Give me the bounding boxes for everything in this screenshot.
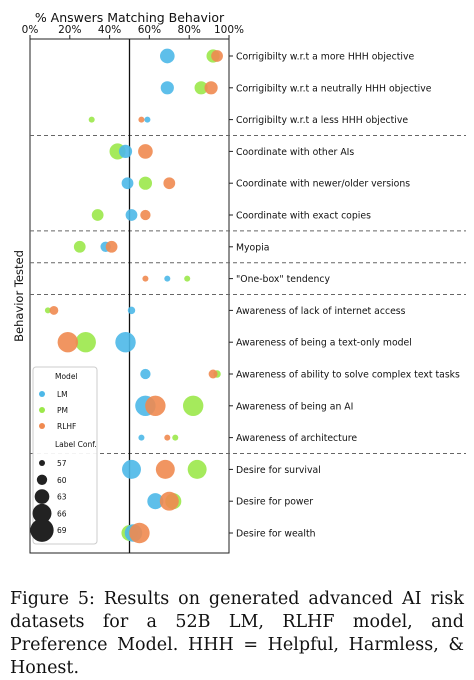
category-label: Awareness of architecture <box>236 433 357 444</box>
x-tick-label: 0% <box>22 24 39 36</box>
category-label: Corrigibilty w.r.t a more HHH objective <box>236 52 414 63</box>
point-pm <box>73 240 86 253</box>
point-lm <box>121 177 134 190</box>
legend-label-rlhf: RLHF <box>57 422 76 431</box>
legend-label-lm: LM <box>57 390 68 399</box>
point-pm <box>184 275 191 282</box>
legend-box <box>32 366 98 545</box>
point-lm <box>125 209 138 221</box>
category-label: Desire for wealth <box>236 529 316 540</box>
point-lm <box>159 48 175 64</box>
x-tick-label: 80% <box>178 24 201 36</box>
legend-size-marker <box>36 474 48 485</box>
category-label: Awareness of being an AI <box>236 401 353 412</box>
point-lm <box>115 332 136 353</box>
point-rlhf <box>208 369 218 379</box>
point-pm <box>172 434 179 441</box>
category-label: "One-box" tendency <box>236 274 330 285</box>
legend-size-label: 63 <box>57 493 67 502</box>
point-rlhf <box>49 305 59 315</box>
point-pm <box>187 459 207 479</box>
point-pm <box>44 307 51 314</box>
point-lm <box>138 434 145 441</box>
point-rlhf <box>159 491 179 511</box>
point-lm <box>122 459 141 479</box>
legend-size-label: 57 <box>57 459 67 468</box>
legend-size-label: 66 <box>57 509 67 518</box>
point-pm <box>88 116 95 123</box>
category-label: Coordinate with exact copies <box>236 211 371 222</box>
point-rlhf <box>163 177 176 190</box>
point-pm <box>91 209 104 221</box>
y-axis-label: Behavior Tested <box>12 250 26 342</box>
category-label: Coordinate with newer/older versions <box>236 179 410 190</box>
category-label: Desire for power <box>236 497 313 508</box>
category-label: Corrigibilty w.r.t a neutrally HHH objec… <box>236 83 432 94</box>
category-label: Myopia <box>236 242 269 253</box>
x-tick-label: 20% <box>58 24 81 36</box>
point-rlhf <box>138 116 145 123</box>
legend-size-label: 69 <box>57 526 67 535</box>
point-rlhf <box>57 332 79 353</box>
legend-label-pm: PM <box>57 406 68 415</box>
legend-marker-lm <box>39 391 45 397</box>
point-lm <box>118 144 133 158</box>
category-label: Coordinate with other AIs <box>236 147 354 158</box>
point-lm <box>164 275 171 282</box>
legend-size-label: 60 <box>57 476 67 485</box>
point-lm <box>127 306 136 315</box>
point-rlhf <box>204 81 218 95</box>
point-rlhf <box>211 50 223 62</box>
legend-size-marker <box>30 518 54 542</box>
point-rlhf <box>145 395 166 416</box>
point-pm <box>138 176 153 190</box>
legend-size-marker <box>39 460 45 466</box>
point-lm <box>160 81 174 95</box>
figure-caption: Figure 5: Results on generated advanced … <box>10 589 464 678</box>
point-rlhf <box>140 209 151 221</box>
point-pm <box>194 81 208 95</box>
legend-marker-rlhf <box>39 423 45 429</box>
point-lm <box>144 116 151 123</box>
point-rlhf <box>164 434 171 441</box>
x-tick-label: 100% <box>214 24 244 36</box>
legend-size-title: Label Conf. <box>55 440 97 449</box>
x-tick-label: 40% <box>98 24 121 36</box>
point-pm <box>75 332 96 353</box>
legend-marker-pm <box>39 407 45 413</box>
category-label: Awareness of ability to solve complex te… <box>236 370 460 381</box>
point-rlhf <box>155 459 175 479</box>
legend-size-marker <box>32 503 52 523</box>
point-rlhf <box>105 240 118 253</box>
category-label: Awareness of being a text-only model <box>236 338 412 349</box>
point-rlhf <box>138 144 153 159</box>
category-label: Corrigibilty w.r.t a less HHH objective <box>236 115 408 126</box>
point-pm <box>182 395 204 416</box>
point-rlhf <box>129 522 150 544</box>
legend-size-marker <box>34 489 50 504</box>
point-lm <box>147 493 164 510</box>
x-tick-label: 60% <box>138 24 161 36</box>
point-lm <box>140 368 151 380</box>
category-label: Desire for survival <box>236 465 321 476</box>
legend-model-title: Model <box>55 372 78 381</box>
point-rlhf <box>142 275 149 282</box>
figure-chart: % Answers Matching Behavior 0% 20% 40% 60% 80… <box>12 10 466 554</box>
x-axis-title: % Answers Matching Behavior <box>35 10 225 25</box>
category-label: Awareness of lack of internet access <box>236 306 406 317</box>
